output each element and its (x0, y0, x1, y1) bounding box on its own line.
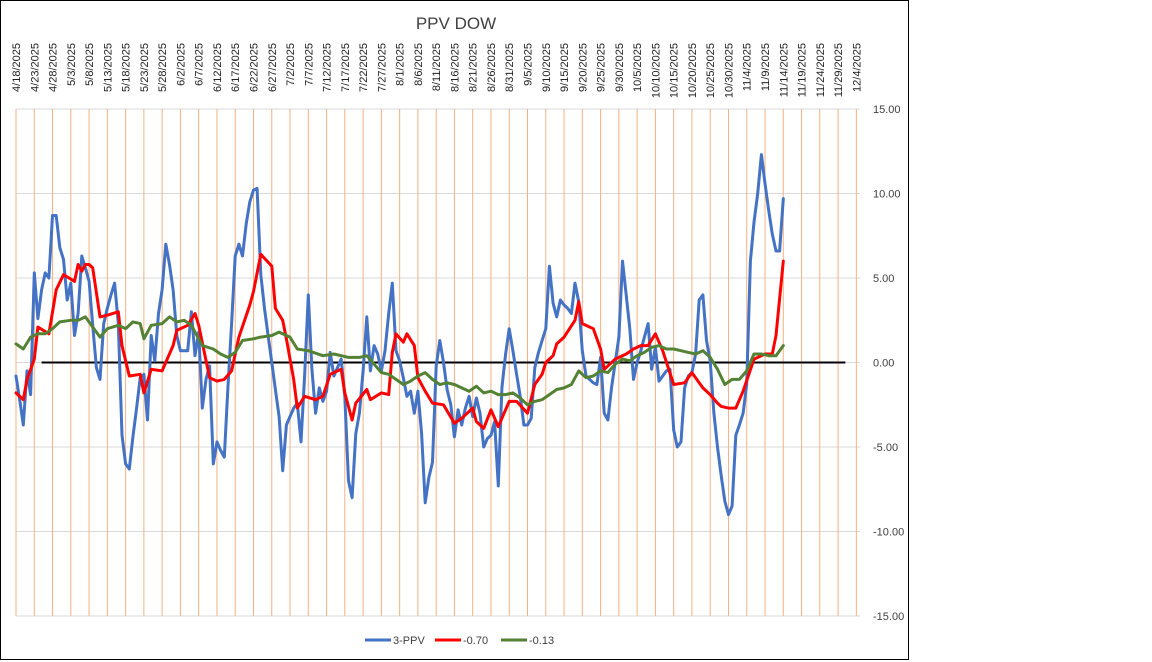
y-tick-label: 5.00 (873, 273, 894, 285)
x-tick-label: 11/14/2025 (778, 43, 790, 97)
x-tick-label: 5/18/2025 (121, 43, 133, 92)
x-tick-label: 9/5/2025 (523, 43, 535, 86)
y-tick-label: -5.00 (873, 442, 898, 454)
x-tick-label: 8/26/2025 (486, 43, 498, 92)
x-tick-label: 5/3/2025 (66, 43, 78, 86)
y-tick-label: -10.00 (873, 527, 904, 539)
legend-label-2: -0.13 (529, 635, 554, 647)
legend-label-0: 3-PPV (393, 635, 425, 647)
x-tick-label: 10/5/2025 (632, 43, 644, 92)
x-tick-label: 9/25/2025 (596, 43, 608, 92)
x-tick-label: 9/15/2025 (559, 43, 571, 92)
x-tick-label: 7/22/2025 (358, 43, 370, 92)
x-tick-label: 6/2/2025 (175, 43, 187, 86)
x-tick-label: 8/21/2025 (468, 43, 480, 92)
chart-title: PPV DOW (416, 14, 496, 33)
x-tick-label: 12/4/2025 (851, 43, 863, 92)
y-tick-label: 10.00 (873, 189, 901, 201)
x-tick-label: 8/6/2025 (413, 43, 425, 86)
x-tick-label: 8/11/2025 (431, 43, 443, 91)
legend: 3-PPV -0.70 -0.13 (365, 635, 554, 647)
x-tick-label: 6/12/2025 (212, 43, 224, 92)
x-tick-label: 6/7/2025 (194, 43, 206, 86)
x-tick-label: 8/31/2025 (504, 43, 516, 92)
x-tick-label: 10/30/2025 (723, 43, 735, 98)
x-tick-label: 7/2/2025 (285, 43, 297, 86)
legend-label-1: -0.70 (463, 635, 488, 647)
x-tick-label: 11/9/2025 (760, 43, 772, 91)
x-tick-label: 5/8/2025 (84, 43, 96, 86)
x-tick-label: 4/23/2025 (29, 43, 41, 92)
x-tick-label: 10/10/2025 (650, 43, 662, 98)
y-axis-tick-labels: 15.00 10.00 5.00 0.00 -5.00 -10.00 -15.00 (873, 104, 904, 623)
series-line-2 (14, 315, 785, 407)
x-tick-label: 11/24/2025 (815, 43, 827, 97)
y-tick-label: 15.00 (873, 104, 901, 116)
series-lines (14, 153, 785, 517)
x-tick-label: 7/7/2025 (303, 43, 315, 86)
x-tick-label: 7/12/2025 (322, 43, 334, 92)
x-tick-label: 4/18/2025 (11, 43, 23, 92)
x-tick-label: 4/28/2025 (48, 43, 60, 92)
x-tick-label: 6/22/2025 (248, 43, 260, 92)
x-tick-label: 10/15/2025 (669, 43, 681, 98)
x-tick-label: 8/1/2025 (395, 43, 407, 86)
x-tick-label: 10/25/2025 (705, 43, 717, 98)
x-tick-label: 8/16/2025 (449, 43, 461, 92)
x-tick-label: 11/19/2025 (797, 43, 809, 97)
y-tick-label: 0.00 (873, 358, 894, 370)
x-axis-tick-labels: 4/18/2025 4/23/2025 4/28/2025 5/3/2025 5/8/2… (11, 43, 863, 98)
x-tick-label: 5/13/2025 (102, 43, 114, 92)
x-tick-label: 11/29/2025 (833, 43, 845, 97)
y-tick-label: -15.00 (873, 611, 904, 623)
x-tick-label: 9/10/2025 (541, 43, 553, 92)
x-tick-label: 9/20/2025 (577, 43, 589, 92)
chart-svg: PPV DOW 4/18/2025 4/23/2025 4/28/2025 5/3/2… (11, 14, 904, 647)
chart-frame: PPV DOW 4/18/2025 4/23/2025 4/28/2025 5/3/2… (0, 0, 909, 660)
x-tick-label: 5/28/2025 (157, 43, 169, 92)
x-tick-label: 11/4/2025 (742, 43, 754, 91)
x-tick-label: 7/17/2025 (340, 43, 352, 92)
x-tick-label: 6/17/2025 (230, 43, 242, 92)
series-line-1 (14, 252, 785, 430)
x-tick-label: 7/27/2025 (376, 43, 388, 92)
x-tick-label: 10/20/2025 (687, 43, 699, 98)
x-tick-label: 5/23/2025 (139, 43, 151, 92)
x-tick-label: 6/27/2025 (267, 43, 279, 92)
x-tick-label: 9/30/2025 (614, 43, 626, 92)
